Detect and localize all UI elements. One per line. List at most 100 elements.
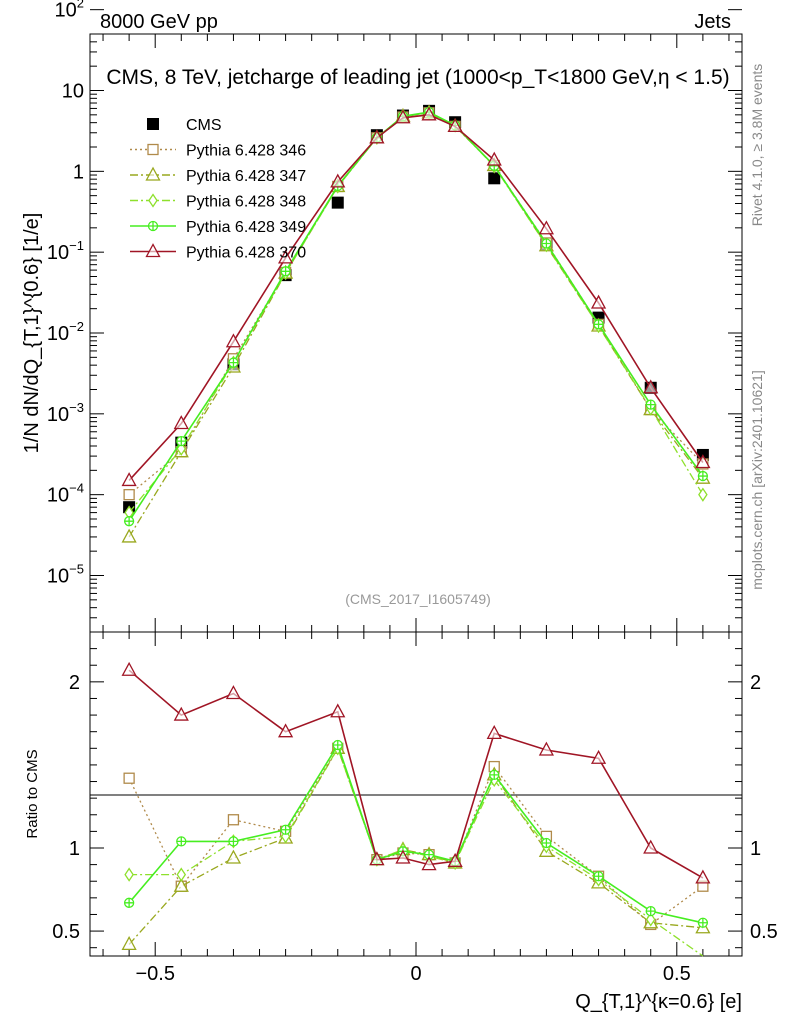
legend-label: Pythia 6.428 347 xyxy=(186,168,306,185)
ratio-point xyxy=(643,839,659,854)
main-y-tick-label: 10−3 xyxy=(47,400,84,426)
data-point xyxy=(280,266,291,277)
ratio-point xyxy=(590,749,607,764)
ratio-point xyxy=(278,723,294,738)
data-point xyxy=(123,489,135,501)
data-point xyxy=(225,333,242,348)
ratio-point xyxy=(538,741,554,756)
ratio-point xyxy=(228,836,239,847)
analysis-watermark: (CMS_2017_I1605749) xyxy=(345,591,491,607)
ratio-point xyxy=(695,869,711,884)
legend: CMS Pythia 6.428 346 Pythia 6.428 347 Pythi… xyxy=(130,117,306,262)
ratio-point xyxy=(176,836,187,847)
series-line xyxy=(128,111,704,522)
legend-item: CMS xyxy=(147,117,222,134)
ratio-point xyxy=(173,706,189,721)
data-point xyxy=(123,516,135,527)
ratio-axes: 0.5 0.5 1 1 2 2 −0.5 0 0.5 xyxy=(52,648,778,985)
ratio-pythia-6-428-346 xyxy=(123,742,709,931)
data-point xyxy=(695,454,711,469)
legend-label: Pythia 6.428 346 xyxy=(186,143,306,160)
ratio-point xyxy=(123,897,135,908)
ratio-point xyxy=(123,772,135,784)
data-point xyxy=(643,379,659,394)
data-point-cross xyxy=(281,266,291,276)
ratio-point xyxy=(332,739,343,751)
data-point xyxy=(173,415,189,430)
x-tick-label: −0.5 xyxy=(135,963,174,985)
legend-marker xyxy=(147,220,159,232)
legend-marker xyxy=(148,193,158,208)
ratio-point xyxy=(369,851,385,866)
data-point xyxy=(593,319,604,330)
data-point-cross xyxy=(228,358,238,368)
ratio-point-cross xyxy=(176,836,186,846)
legend-marker-cross xyxy=(148,221,158,231)
data-point-cross xyxy=(176,436,186,446)
main-y-tick-label: 10 xyxy=(62,81,84,103)
header-right: Jets xyxy=(694,11,731,33)
ratio-point xyxy=(395,849,411,864)
data-point xyxy=(488,172,501,185)
ratio-point xyxy=(227,814,240,826)
legend-item: Pythia 6.428 348 xyxy=(130,193,306,211)
ratio-line xyxy=(128,746,703,945)
data-point-cross xyxy=(594,319,604,329)
legend-marker xyxy=(145,166,161,181)
legend-marker xyxy=(147,143,159,156)
ratio-point xyxy=(173,877,189,892)
mcplots-reference-text: mcplots.cern.ch [arXiv:2401.10621] xyxy=(749,370,765,589)
legend-label: Pythia 6.428 348 xyxy=(186,194,306,211)
data-point xyxy=(121,472,137,487)
ratio-point-cross xyxy=(541,838,551,848)
series-line xyxy=(128,113,704,481)
data-point xyxy=(447,118,463,133)
series-cms xyxy=(123,104,709,514)
ratio-point xyxy=(486,724,502,740)
main-y-tick-label: 10−1 xyxy=(47,238,84,264)
ratio-y-axis-label: Ratio to CMS xyxy=(24,749,41,838)
ratio-point xyxy=(330,703,346,718)
data-point xyxy=(645,399,656,410)
ratio-y-tick-label: 2 xyxy=(69,672,80,694)
series-pythia-6-428-370 xyxy=(121,106,711,487)
ratio-point-cross xyxy=(646,906,656,916)
main-y-tick-label: 10−5 xyxy=(47,561,84,587)
ratio-point xyxy=(225,849,242,864)
data-point xyxy=(698,487,708,502)
series-pythia-6-428-346 xyxy=(123,107,709,501)
rivet-version-text: Rivet 4.1.0, ≥ 3.8M events xyxy=(749,64,765,227)
ratio-y-tick-label-right: 1 xyxy=(750,838,761,860)
ratio-pythia-6-428-370 xyxy=(121,661,711,884)
ratio-y-tick-label: 0.5 xyxy=(52,921,80,943)
main-axes: 10−5 10−4 10−3 10−2 10−1 1 10 102 xyxy=(47,0,742,956)
main-y-tick-label: 10−4 xyxy=(47,481,84,507)
legend-item: Pythia 6.428 347 xyxy=(130,166,306,185)
x-tick-label: 0.5 xyxy=(663,963,691,985)
ratio-point xyxy=(225,685,242,700)
legend-marker xyxy=(147,118,159,130)
ratio-point-cross xyxy=(124,898,134,908)
main-y-axis-label: 1/N dN/dQ_{T,1}^{0.6} [1/e] xyxy=(21,213,43,454)
data-point xyxy=(278,249,294,264)
data-point xyxy=(395,109,411,124)
data-point-cross xyxy=(541,239,551,249)
data-point-cross xyxy=(646,400,656,410)
ratio-point xyxy=(697,917,709,928)
data-point xyxy=(541,238,552,249)
data-point xyxy=(176,435,187,447)
ratio-point xyxy=(124,867,134,882)
ratio-point-cross xyxy=(594,871,604,881)
ratio-y-tick-label-right: 2 xyxy=(750,672,761,694)
x-axis-label: Q_{T,1}^{κ=0.6} [e] xyxy=(575,991,742,1013)
ratio-point xyxy=(645,912,656,927)
data-point xyxy=(697,470,709,482)
legend-item: Pythia 6.428 346 xyxy=(130,143,306,160)
data-point xyxy=(330,173,346,188)
ratio-series-group xyxy=(121,661,711,957)
ratio-point xyxy=(121,661,137,676)
data-point xyxy=(421,106,437,121)
ratio-point-cross xyxy=(698,918,708,928)
data-point xyxy=(228,357,239,368)
